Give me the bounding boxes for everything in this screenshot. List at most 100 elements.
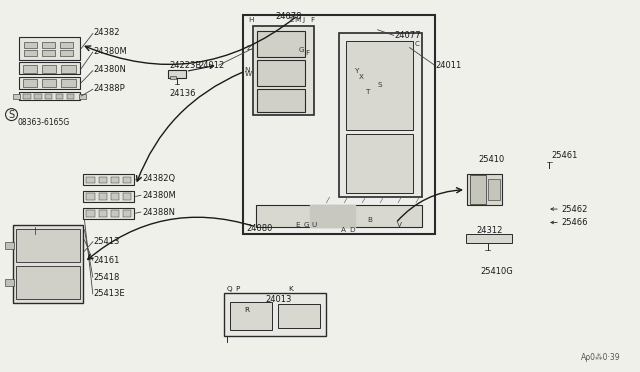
Bar (111, 210, 119, 217)
Text: W: W (244, 71, 252, 77)
Bar (257, 89, 305, 112)
Text: 24080: 24080 (246, 224, 273, 233)
Text: 25462: 25462 (561, 205, 588, 214)
Text: 24161: 24161 (93, 256, 120, 265)
Bar (42, 50, 55, 56)
Text: 08363-6165G: 08363-6165G (18, 118, 70, 126)
Bar (123, 177, 131, 183)
Bar (23, 79, 37, 87)
Text: 25466: 25466 (561, 218, 588, 227)
Text: U: U (311, 222, 316, 228)
Bar (99, 193, 107, 200)
Bar (61, 79, 76, 87)
Text: L: L (289, 17, 293, 23)
Text: 25413E: 25413E (93, 289, 125, 298)
Text: 25413: 25413 (93, 237, 120, 246)
Bar (5, 279, 14, 286)
Bar (339, 33, 422, 197)
Bar (170, 76, 176, 79)
Bar (42, 42, 55, 48)
Bar (99, 177, 107, 183)
Text: B: B (367, 217, 372, 223)
Text: H: H (248, 17, 254, 23)
Bar (16, 229, 80, 262)
Bar (230, 302, 272, 330)
Bar (257, 60, 305, 86)
Bar (470, 175, 486, 204)
Bar (13, 225, 83, 303)
Bar (60, 42, 73, 48)
Bar (42, 79, 56, 87)
Bar (23, 94, 31, 99)
Bar (111, 193, 119, 200)
Bar (466, 234, 512, 243)
FancyArrowPatch shape (85, 17, 296, 64)
Bar (346, 134, 413, 193)
Text: N: N (244, 67, 250, 73)
Text: 24382Q: 24382Q (142, 174, 175, 183)
Bar (23, 65, 37, 73)
Text: 24388P: 24388P (93, 84, 125, 93)
Bar (86, 177, 95, 183)
Bar (34, 94, 42, 99)
Text: E: E (296, 222, 300, 228)
Bar (79, 94, 86, 99)
Bar (19, 62, 80, 74)
Text: 24223B: 24223B (170, 61, 202, 70)
FancyArrowPatch shape (88, 217, 253, 259)
Bar (278, 304, 320, 328)
Text: C: C (415, 41, 420, 47)
Text: F: F (305, 50, 309, 56)
Bar (224, 293, 326, 336)
Bar (467, 174, 502, 205)
Text: 25410: 25410 (479, 155, 505, 164)
Bar (256, 205, 422, 227)
Text: G: G (298, 47, 304, 53)
Bar (346, 41, 413, 130)
Text: 24011: 24011 (435, 61, 461, 70)
Text: Y: Y (355, 68, 360, 74)
Text: 25410G: 25410G (480, 267, 513, 276)
Bar (19, 37, 80, 60)
Bar (86, 210, 95, 217)
Text: F: F (310, 17, 314, 23)
Bar (86, 193, 95, 200)
Bar (16, 266, 80, 299)
Text: 25418: 25418 (93, 273, 120, 282)
Bar (83, 208, 134, 219)
Text: Z: Z (246, 45, 252, 51)
Bar (123, 210, 131, 217)
Bar (253, 26, 314, 115)
Text: Q: Q (227, 286, 232, 292)
Bar (56, 94, 63, 99)
Text: V: V (397, 222, 402, 228)
Text: P: P (236, 286, 240, 292)
Bar (123, 193, 131, 200)
Text: 24380N: 24380N (93, 65, 126, 74)
Bar (19, 92, 80, 100)
Text: Aρ0⁂0·39: Aρ0⁂0·39 (581, 353, 621, 362)
Text: M: M (294, 17, 301, 23)
Text: 24382: 24382 (93, 28, 120, 37)
Text: 25461: 25461 (552, 151, 578, 160)
Text: A: A (340, 227, 346, 233)
Bar (61, 65, 76, 73)
Bar (45, 94, 52, 99)
Text: 24078: 24078 (275, 12, 301, 21)
Bar (13, 94, 20, 99)
Bar (168, 70, 186, 78)
Text: K: K (288, 286, 292, 292)
Text: 24136: 24136 (170, 89, 196, 98)
Text: 24312: 24312 (477, 226, 503, 235)
Bar (83, 191, 134, 202)
Bar (24, 50, 37, 56)
Text: 24380M: 24380M (93, 47, 127, 56)
Text: G: G (303, 222, 309, 228)
Bar (83, 174, 134, 185)
Bar (111, 177, 119, 183)
Bar (488, 179, 500, 200)
Text: 24388N: 24388N (142, 208, 175, 217)
FancyArrowPatch shape (397, 188, 461, 221)
Bar (42, 65, 56, 73)
Text: S: S (378, 82, 382, 88)
